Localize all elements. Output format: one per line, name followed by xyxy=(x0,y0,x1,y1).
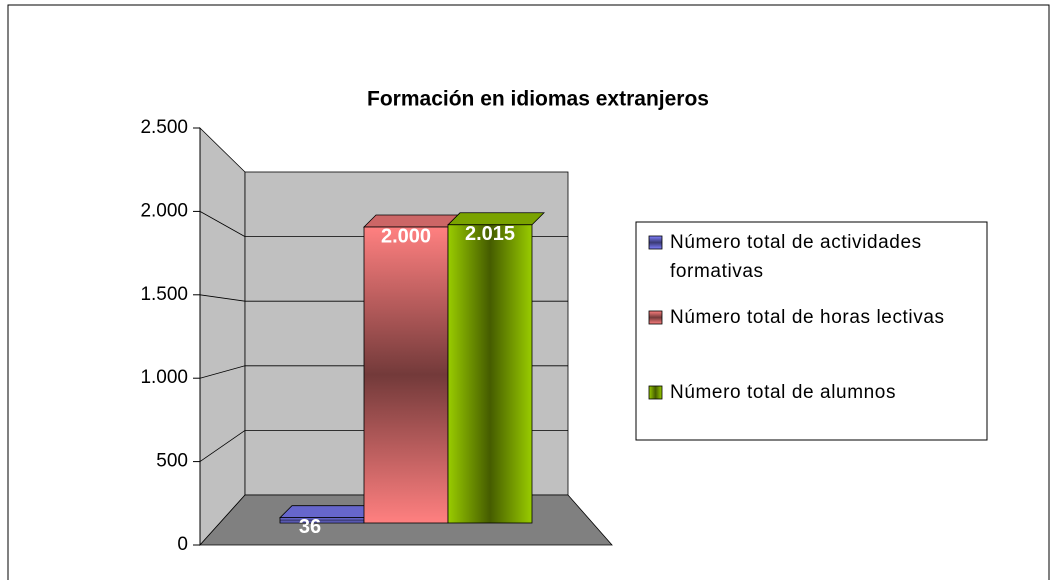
grid-line xyxy=(199,430,246,462)
grid-line xyxy=(199,211,246,237)
legend-label: Número total de alumnos xyxy=(670,382,897,403)
grid-line xyxy=(199,294,246,302)
bar xyxy=(447,224,533,524)
y-tick-label: 1.500 xyxy=(140,284,188,305)
grid-line xyxy=(199,365,246,379)
legend-swatch xyxy=(648,235,663,250)
legend-swatch xyxy=(648,310,663,325)
side-wall xyxy=(199,127,246,547)
data-label: 36 xyxy=(299,516,321,538)
y-tick-label: 1.000 xyxy=(140,367,188,388)
chart-title: Formación en idiomas extranjeros xyxy=(367,88,709,111)
legend-label: Número total de horas lectivas xyxy=(670,307,945,328)
y-tick-label: 500 xyxy=(156,451,188,472)
data-label: 2.000 xyxy=(381,225,431,247)
y-tick-label: 0 xyxy=(177,534,188,555)
legend-swatch xyxy=(648,385,663,400)
bar xyxy=(363,226,449,524)
legend-box xyxy=(635,221,988,441)
data-label: 2.015 xyxy=(465,223,515,245)
legend-label: Número total de actividades formativas xyxy=(670,232,922,282)
y-tick-label: 2.000 xyxy=(140,200,188,221)
bar xyxy=(279,517,365,524)
y-tick-label: 2.500 xyxy=(140,117,188,138)
bar-top xyxy=(279,505,377,519)
